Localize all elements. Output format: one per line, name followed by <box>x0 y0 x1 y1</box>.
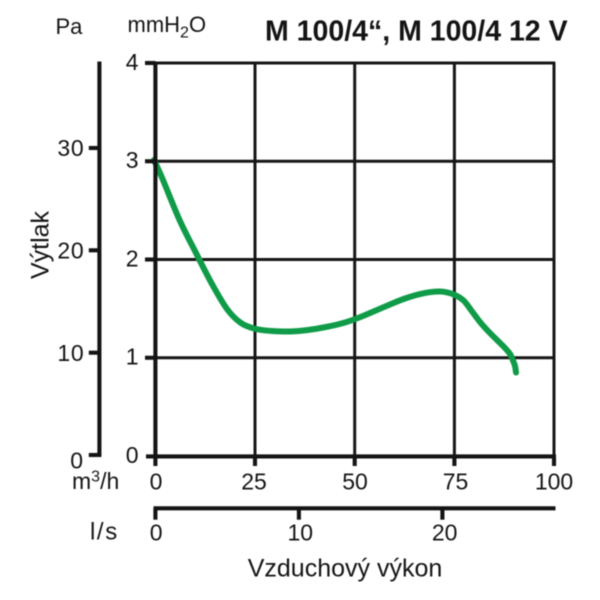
svg-text:10: 10 <box>57 340 84 366</box>
svg-text:M 100/4“, M 100/4 12 V: M 100/4“, M 100/4 12 V <box>265 16 568 48</box>
svg-text:2: 2 <box>126 245 139 271</box>
svg-text:l/s: l/s <box>90 519 119 546</box>
svg-text:0: 0 <box>150 520 163 546</box>
svg-text:3: 3 <box>126 147 139 173</box>
svg-text:10: 10 <box>288 520 314 546</box>
svg-text:75: 75 <box>443 469 469 495</box>
svg-text:0: 0 <box>126 442 139 468</box>
svg-text:1: 1 <box>126 344 139 370</box>
svg-text:Pa: Pa <box>56 14 84 39</box>
svg-text:50: 50 <box>342 469 368 495</box>
svg-text:0: 0 <box>70 448 83 474</box>
svg-text:30: 30 <box>57 135 84 161</box>
svg-text:Výtlak: Výtlak <box>27 210 55 279</box>
svg-text:0: 0 <box>150 469 163 495</box>
svg-text:mmH2O: mmH2O <box>128 12 207 42</box>
svg-text:100: 100 <box>535 469 573 495</box>
svg-text:20: 20 <box>57 238 84 264</box>
svg-text:25: 25 <box>241 469 267 495</box>
svg-text:Vzduchový výkon: Vzduchový výkon <box>248 555 443 583</box>
svg-text:4: 4 <box>126 49 139 75</box>
svg-text:20: 20 <box>432 520 458 546</box>
